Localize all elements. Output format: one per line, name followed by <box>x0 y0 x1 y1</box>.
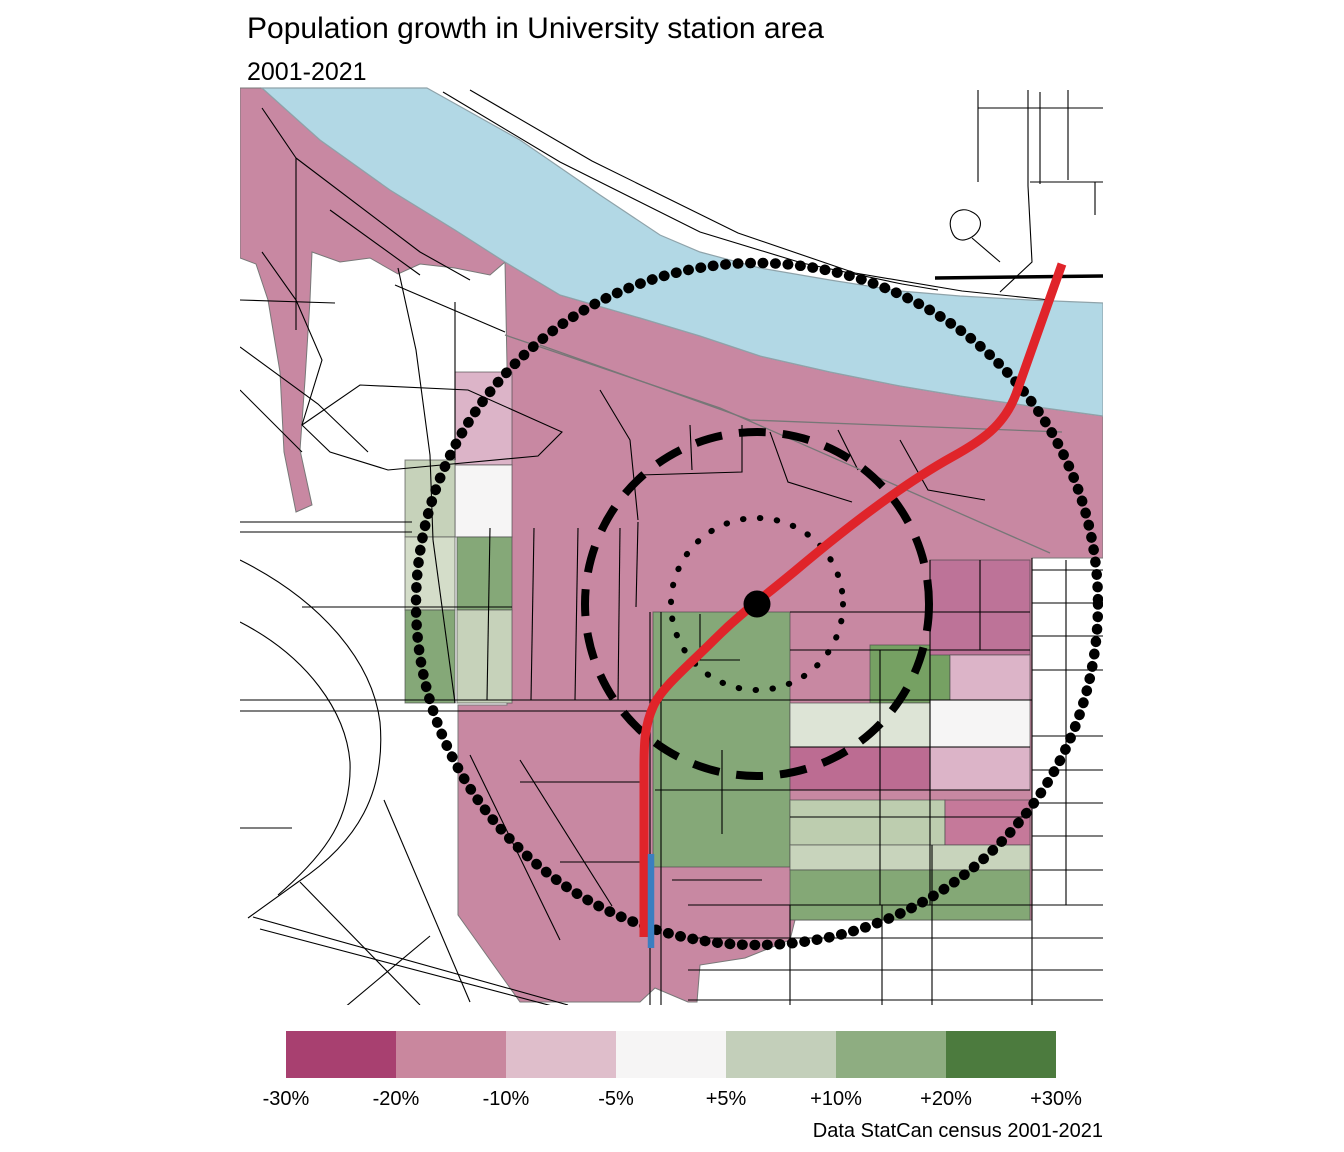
legend-swatch <box>836 1031 946 1078</box>
river <box>260 87 1103 417</box>
patch-neutral <box>929 699 1031 748</box>
street-network <box>240 89 1103 1005</box>
legend-label: -20% <box>372 1088 420 1110</box>
patch-growth-medium <box>456 536 513 611</box>
legend-label: +20% <box>920 1088 972 1110</box>
legend-swatch <box>286 1031 396 1078</box>
transit-line <box>639 262 1067 937</box>
patch-decline-light <box>949 654 1031 701</box>
legend-swatch <box>396 1031 506 1078</box>
patch-growth-light <box>789 799 946 846</box>
tract-boundaries <box>504 334 1063 554</box>
legend-label: -30% <box>262 1088 310 1110</box>
page-subtitle: 2001-2021 <box>247 58 367 86</box>
walkshed-ring-outer <box>410 257 1103 951</box>
legend-label: +30% <box>1030 1088 1082 1110</box>
legend-swatch <box>506 1031 616 1078</box>
patch-decline-dark <box>789 746 931 791</box>
data-source-caption: Data StatCan census 2001-2021 <box>812 1120 1103 1142</box>
legend-label: +5% <box>705 1088 747 1110</box>
legend-swatch <box>946 1031 1056 1078</box>
station-marker <box>743 590 771 618</box>
major-road <box>934 274 1103 280</box>
patch-decline-light <box>454 371 513 466</box>
legend-bar <box>286 1031 1056 1078</box>
page-title: Population growth in University station … <box>247 12 824 45</box>
legend-swatch <box>616 1031 726 1078</box>
patch-decline-light <box>929 746 1031 791</box>
legend-labels: -30% -20% -10% -5% +5% +10% +20% +30% <box>263 1088 1082 1114</box>
legend-label: -5% <box>598 1088 634 1110</box>
legend-label: +10% <box>810 1088 862 1110</box>
legend-swatch <box>726 1031 836 1078</box>
walkshed-ring-middle <box>581 428 933 780</box>
patch-growth-light <box>456 609 513 704</box>
legend-label: -10% <box>482 1088 530 1110</box>
walkshed-ring-inner <box>668 515 846 693</box>
patch-neutral <box>454 464 513 538</box>
